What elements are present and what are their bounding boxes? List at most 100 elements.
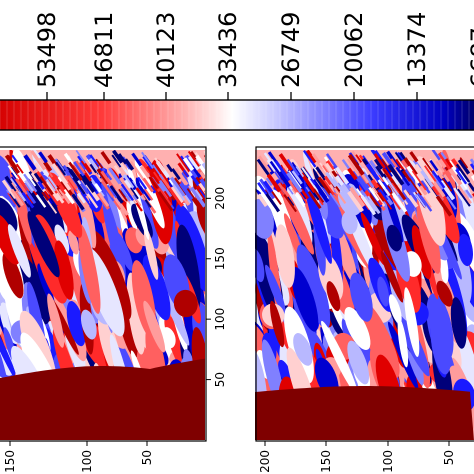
heatmap-columnar-grain bbox=[203, 154, 205, 164]
heatmap-grain bbox=[255, 248, 265, 283]
heatmap-columnar-grain bbox=[45, 166, 54, 178]
heatmap-columnar-grain bbox=[119, 176, 135, 197]
heatmap-columnar-grain bbox=[80, 192, 94, 211]
heatmap-columnar-grain bbox=[420, 180, 429, 190]
heatmap-columnar-grain bbox=[429, 159, 439, 172]
heatmap-columnar-grain bbox=[267, 151, 278, 164]
heatmap-columnar-grain bbox=[100, 182, 115, 202]
heatmap-columnar-grain bbox=[157, 190, 174, 212]
heatmap-columnar-grain bbox=[137, 176, 148, 190]
heatmap-columnar-grain bbox=[83, 174, 93, 185]
heatmap-columnar-grain bbox=[61, 164, 79, 187]
heatmap-columnar-grain bbox=[457, 184, 472, 205]
heatmap-columnar-grain bbox=[355, 154, 363, 163]
heatmap-columnar-grain bbox=[171, 168, 181, 181]
left-y-axis: 200 150 100 50 bbox=[206, 187, 227, 387]
heatmap-columnar-grain bbox=[106, 184, 118, 199]
heatmap-columnar-grain bbox=[364, 196, 377, 212]
heatmap-columnar-grain bbox=[397, 193, 406, 203]
heatmap-columnar-grain bbox=[14, 178, 28, 196]
heatmap-grain bbox=[347, 340, 370, 385]
heatmap-columnar-grain bbox=[117, 153, 128, 165]
heatmap-columnar-grain bbox=[423, 165, 437, 183]
right-heatmap-image bbox=[255, 150, 474, 440]
heatmap-columnar-grain bbox=[11, 176, 23, 192]
heatmap-columnar-grain bbox=[55, 161, 66, 176]
heatmap-columnar-grain bbox=[100, 150, 112, 165]
heatmap-grain bbox=[126, 201, 138, 232]
heatmap-grain bbox=[54, 240, 74, 300]
heatmap-columnar-grain bbox=[111, 154, 122, 168]
heatmap-columnar-grain bbox=[278, 172, 291, 188]
heatmap-columnar-grain bbox=[394, 152, 403, 163]
heatmap-columnar-grain bbox=[129, 160, 145, 181]
heatmap-columnar-grain bbox=[85, 191, 99, 209]
heatmap-columnar-grain bbox=[333, 187, 347, 205]
heatmap-grain bbox=[337, 182, 363, 216]
heatmap-grain bbox=[303, 177, 332, 264]
heatmap-columnar-grain bbox=[24, 182, 33, 194]
left-panel-frame bbox=[0, 146, 207, 442]
heatmap-columnar-grain bbox=[457, 188, 471, 207]
heatmap-grain bbox=[416, 196, 441, 274]
colorbar-tick-label: 26749 bbox=[277, 12, 305, 88]
heatmap-columnar-grain bbox=[446, 196, 457, 210]
heatmap-grain bbox=[7, 224, 31, 278]
heatmap-columnar-grain bbox=[444, 158, 454, 169]
heatmap-grain bbox=[458, 233, 473, 267]
heatmap-columnar-grain bbox=[75, 150, 86, 164]
heatmap-grain bbox=[450, 297, 467, 349]
heatmap-columnar-grain bbox=[259, 178, 276, 200]
heatmap-columnar-grain bbox=[112, 150, 124, 164]
heatmap-columnar-grain bbox=[265, 176, 274, 187]
heatmap-columnar-grain bbox=[88, 157, 99, 171]
heatmap-columnar-grain bbox=[301, 166, 312, 180]
heatmap-columnar-grain bbox=[47, 154, 59, 168]
heatmap-columnar-grain bbox=[198, 182, 205, 192]
heatmap-grain bbox=[102, 195, 126, 281]
heatmap-grain bbox=[173, 289, 198, 318]
heatmap-columnar-grain bbox=[307, 190, 322, 209]
heatmap-columnar-grain bbox=[469, 162, 474, 173]
heatmap-columnar-grain bbox=[179, 182, 194, 201]
heatmap-columnar-grain bbox=[347, 153, 365, 176]
heatmap-columnar-grain bbox=[24, 179, 35, 193]
heatmap-columnar-grain bbox=[457, 159, 471, 175]
right-x-axis: 200 150 100 50 bbox=[258, 441, 456, 473]
heatmap-columnar-grain bbox=[154, 157, 166, 172]
heatmap-columnar-grain bbox=[305, 150, 317, 164]
heatmap-columnar-grain bbox=[377, 179, 386, 190]
heatmap-columnar-grain bbox=[378, 192, 393, 210]
heatmap-grain bbox=[105, 186, 122, 234]
heatmap-columnar-grain bbox=[142, 177, 154, 193]
heatmap-columnar-grain bbox=[30, 150, 47, 171]
heatmap-columnar-grain bbox=[122, 174, 135, 190]
heatmap-columnar-grain bbox=[41, 191, 49, 201]
heatmap-columnar-grain bbox=[382, 168, 391, 180]
heatmap-grain bbox=[78, 224, 101, 314]
heatmap-columnar-grain bbox=[300, 172, 317, 193]
heatmap-columnar-grain bbox=[324, 175, 333, 186]
heatmap-columnar-grain bbox=[71, 193, 85, 211]
heatmap-columnar-grain bbox=[370, 179, 380, 189]
heatmap-columnar-grain bbox=[169, 176, 186, 197]
heatmap-grain bbox=[275, 224, 295, 288]
heatmap-columnar-grain bbox=[415, 194, 427, 209]
heatmap-columnar-grain bbox=[407, 194, 419, 208]
heatmap-columnar-grain bbox=[113, 165, 122, 174]
heatmap-columnar-grain bbox=[11, 154, 19, 163]
heatmap-columnar-grain bbox=[368, 186, 380, 202]
heatmap-grain bbox=[0, 311, 18, 381]
heatmap-grain bbox=[160, 327, 176, 349]
heatmap-grain bbox=[360, 212, 386, 266]
heatmap-columnar-grain bbox=[68, 161, 83, 181]
heatmap-columnar-grain bbox=[438, 158, 447, 169]
heatmap-columnar-grain bbox=[143, 188, 154, 201]
heatmap-columnar-grain bbox=[123, 158, 135, 171]
heatmap-columnar-grain bbox=[455, 167, 469, 185]
heatmap-columnar-grain bbox=[182, 157, 195, 172]
heatmap-columnar-grain bbox=[402, 170, 412, 182]
heatmap-columnar-grain bbox=[403, 189, 411, 198]
heatmap-columnar-grain bbox=[313, 188, 325, 203]
heatmap-columnar-grain bbox=[45, 178, 56, 192]
